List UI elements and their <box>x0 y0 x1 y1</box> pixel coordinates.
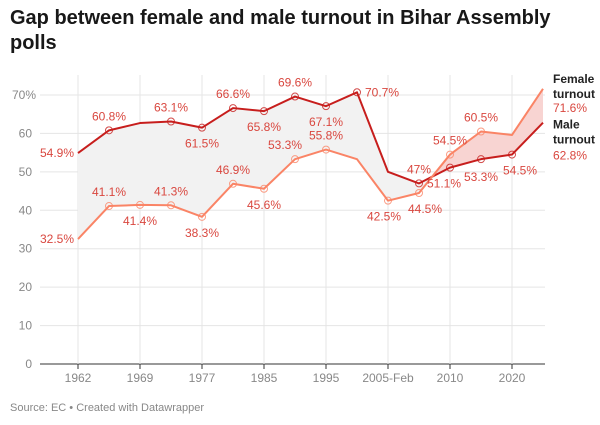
data-label: 41.1% <box>92 185 126 199</box>
data-point <box>291 155 299 164</box>
gap-area <box>202 108 233 217</box>
data-label: 70.7% <box>365 85 399 99</box>
data-label: 60.8% <box>92 109 126 123</box>
gap-area <box>78 130 109 240</box>
data-point <box>167 117 175 126</box>
data-point <box>260 107 268 116</box>
series-name-label: turnout <box>553 133 595 147</box>
data-point <box>322 145 330 154</box>
male-turnout-line <box>77 91 544 185</box>
data-label: 32.5% <box>40 232 74 246</box>
x-tick-label: 2005-Feb <box>362 371 414 385</box>
y-tick-label: 60 <box>19 126 33 140</box>
data-point <box>477 127 485 136</box>
data-label: 61.5% <box>185 137 219 151</box>
data-label: 60.5% <box>464 111 498 125</box>
data-point <box>446 150 454 159</box>
data-label: 53.3% <box>464 170 498 184</box>
data-point <box>198 123 206 132</box>
data-point <box>167 201 175 210</box>
data-label: 54.5% <box>433 134 467 148</box>
data-label: 38.3% <box>185 226 219 240</box>
x-tick-label: 2020 <box>499 371 526 385</box>
y-tick-label: 30 <box>19 242 33 256</box>
data-point <box>198 212 206 221</box>
data-point <box>446 163 454 172</box>
data-label: 51.1% <box>427 177 461 191</box>
data-label: 46.9% <box>216 163 250 177</box>
data-label: 62.8% <box>553 149 587 163</box>
x-tick-label: 1969 <box>127 371 154 385</box>
x-tick-label: 2010 <box>437 371 464 385</box>
data-point <box>508 150 516 159</box>
data-label: 65.8% <box>247 120 281 134</box>
x-tick-label: 1962 <box>65 371 92 385</box>
gap-area <box>171 121 202 217</box>
data-label: 63.1% <box>154 101 188 115</box>
data-point <box>415 188 423 197</box>
data-point <box>105 202 113 211</box>
data-point <box>384 196 392 205</box>
series-name-label: Male <box>553 118 580 132</box>
data-point <box>229 179 237 188</box>
gap-area <box>450 131 481 168</box>
data-point <box>415 179 423 188</box>
data-point <box>291 92 299 101</box>
data-label: 45.6% <box>247 198 281 212</box>
y-tick-label: 10 <box>19 319 33 333</box>
data-point <box>353 88 361 97</box>
gap-area <box>140 121 171 206</box>
source-note: Source: EC • Created with Datawrapper <box>10 402 204 414</box>
chart-title: Gap between female and male turnout in B… <box>10 7 551 54</box>
data-point <box>229 104 237 113</box>
y-tick-label: 70% <box>12 88 36 102</box>
data-label: 54.9% <box>40 146 74 160</box>
data-label: 66.6% <box>216 87 250 101</box>
y-tick-label: 40 <box>19 203 33 217</box>
gap-area <box>512 88 543 155</box>
y-tick-label: 0 <box>25 357 32 371</box>
gap-area <box>388 171 419 201</box>
data-label: 41.4% <box>123 214 157 228</box>
data-label: 41.3% <box>154 184 188 198</box>
data-label: 47% <box>407 162 431 176</box>
data-label: 69.6% <box>278 76 312 90</box>
gap-area <box>326 92 357 160</box>
y-tick-label: 50 <box>19 165 33 179</box>
x-tick-label: 1977 <box>189 371 216 385</box>
x-tick-label: 1995 <box>313 371 340 385</box>
data-label: 67.1% <box>309 115 343 129</box>
data-label: 53.3% <box>268 138 302 152</box>
data-point <box>105 126 113 135</box>
gap-area <box>295 96 326 160</box>
data-point <box>260 184 268 193</box>
data-label: 55.8% <box>309 129 343 143</box>
data-label: 54.5% <box>503 164 537 178</box>
y-tick-label: 20 <box>19 280 33 294</box>
gap-area <box>109 123 140 207</box>
data-label: 42.5% <box>367 210 401 224</box>
data-label: 44.5% <box>408 202 442 216</box>
gap-area <box>357 92 388 201</box>
series-name-label: turnout <box>553 87 595 101</box>
series-name-label: Female <box>553 72 595 86</box>
x-tick-label: 1985 <box>251 371 278 385</box>
data-point <box>322 102 330 111</box>
data-point <box>477 155 485 164</box>
gap-area <box>233 108 264 189</box>
data-point <box>136 200 144 209</box>
data-label: 71.6% <box>553 101 587 115</box>
gap-area <box>481 131 512 160</box>
female-turnout-line <box>77 88 544 240</box>
